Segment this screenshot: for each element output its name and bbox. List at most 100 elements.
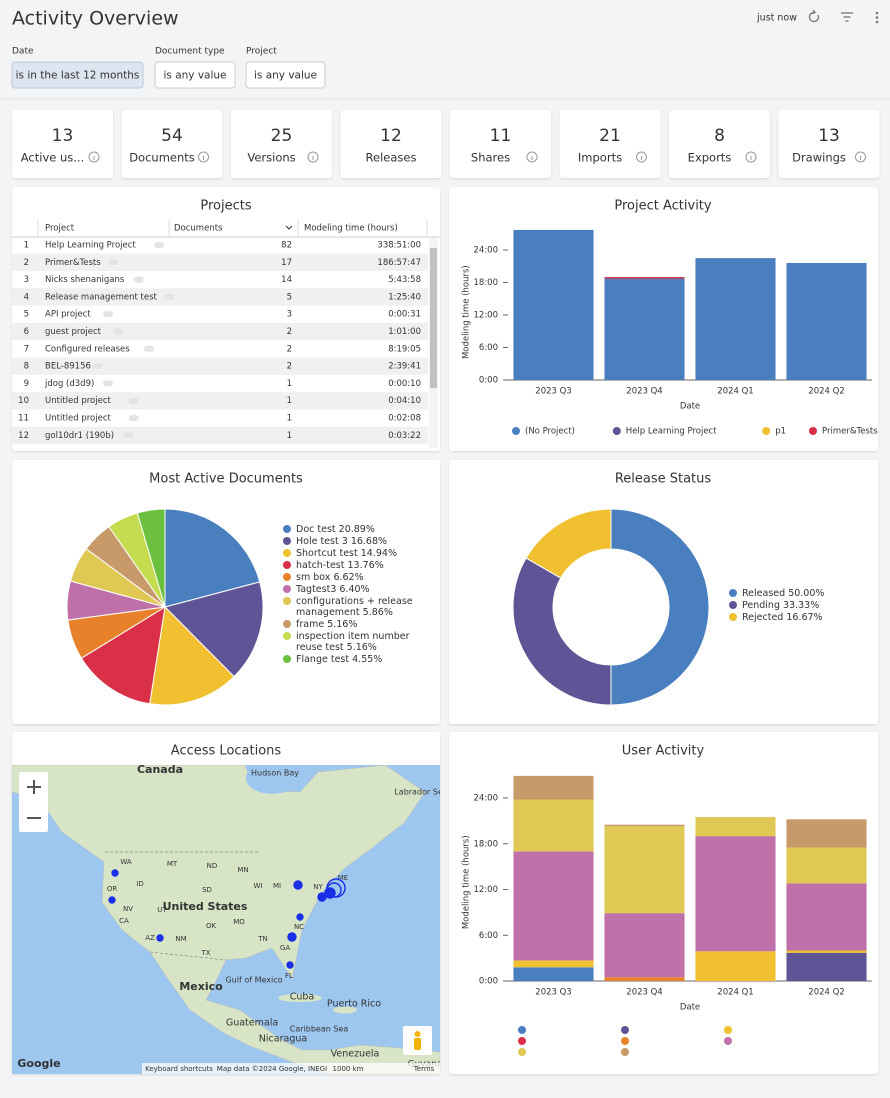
modeling-time: 0:03:22	[388, 431, 421, 441]
document-count: 5	[287, 292, 292, 302]
bar-segment	[604, 826, 685, 914]
legend-swatch[interactable]	[518, 1048, 526, 1056]
legend-value: 16.68%	[350, 536, 388, 547]
legend-label: Tagtest3	[296, 584, 337, 595]
pegman-body	[414, 1038, 421, 1050]
sort-icon[interactable]	[285, 225, 293, 230]
project-name: gol10dr1 (190b)	[45, 431, 114, 441]
more-chip[interactable]	[92, 363, 103, 370]
column-header: Project	[45, 224, 75, 234]
info-icon[interactable]	[745, 151, 757, 163]
map-label: GA	[280, 944, 290, 952]
document-count: 82	[281, 241, 292, 251]
legend-item: Pending 33.33%	[729, 600, 869, 611]
kpi-card	[778, 110, 880, 178]
map-attribution: Google	[17, 1057, 60, 1070]
more-chip[interactable]	[128, 397, 139, 404]
map-label: ME	[338, 874, 348, 882]
legend-swatch[interactable]	[621, 1048, 629, 1056]
legend-swatch	[283, 561, 291, 569]
legend-swatch	[283, 655, 291, 663]
info-icon[interactable]	[526, 151, 538, 163]
info-icon[interactable]	[88, 151, 100, 163]
legend-swatch[interactable]	[724, 1037, 732, 1045]
more-chip[interactable]	[164, 293, 175, 300]
legend-swatch	[283, 620, 291, 628]
more-chip[interactable]	[133, 276, 144, 283]
kpi-card	[340, 110, 442, 178]
map-label: Gulf of Mexico	[225, 976, 282, 985]
legend-swatch[interactable]	[621, 1026, 629, 1034]
legend-swatch[interactable]	[518, 1037, 526, 1045]
kpi-label: Releases	[366, 151, 417, 165]
legend-item: Hole test 3 16.68%	[283, 536, 423, 547]
map-label: FL	[285, 972, 293, 980]
filter-chip[interactable]	[245, 61, 326, 89]
document-count: 1	[287, 396, 292, 406]
kpi-label: Documents	[129, 151, 195, 165]
legend-swatch[interactable]	[612, 427, 621, 435]
legend-swatch	[729, 613, 737, 621]
legend-swatch[interactable]	[518, 1026, 526, 1034]
filter-value: is any value	[163, 70, 226, 82]
legend: Released 50.00%Pending 33.33%Rejected 16…	[729, 588, 869, 623]
more-chip[interactable]	[154, 242, 165, 248]
info-icon[interactable]	[198, 151, 209, 163]
map-label: Cuba	[290, 992, 315, 1003]
zoom-controls[interactable]	[19, 772, 48, 832]
legend-swatch[interactable]	[762, 427, 771, 435]
row-number: 5	[24, 310, 29, 320]
map-label: Venezuela	[331, 1049, 380, 1060]
more-chip[interactable]	[103, 311, 114, 318]
more-chip[interactable]	[123, 432, 134, 439]
more-chip[interactable]	[113, 328, 124, 335]
modeling-time: 0:04:10	[388, 396, 421, 406]
legend-swatch[interactable]	[809, 427, 817, 435]
legend-swatch[interactable]	[621, 1037, 629, 1045]
chart-title: Release Status	[615, 472, 712, 487]
project-name: guest project	[45, 327, 102, 337]
more-chip[interactable]	[103, 380, 114, 387]
zoom-in[interactable]	[27, 780, 41, 794]
scrollbar-thumb[interactable]	[430, 248, 437, 388]
legend-swatch[interactable]	[512, 427, 520, 435]
more-chip[interactable]	[143, 345, 154, 352]
more-chip[interactable]	[128, 415, 139, 421]
project-name: Primer&Tests	[45, 258, 101, 268]
refresh-button[interactable]	[808, 9, 820, 23]
legend-swatch	[729, 601, 737, 609]
legend-item: sm box 6.62%	[283, 572, 423, 583]
modeling-time: 1:01:00	[388, 327, 421, 337]
map-label: Hudson Bay	[251, 769, 299, 778]
border	[149, 951, 227, 961]
row-band	[12, 322, 428, 341]
bar-segment	[695, 951, 776, 981]
legend-item: Shortcut test 14.94%	[283, 548, 423, 559]
legend-item: Flange test 4.55%	[283, 654, 423, 665]
bar-segment	[604, 913, 685, 978]
filter-button[interactable]	[841, 12, 853, 22]
info-circle	[855, 151, 866, 163]
more-chip[interactable]	[108, 259, 119, 266]
filter-chip[interactable]	[11, 61, 144, 89]
bar-segment	[695, 836, 776, 952]
project-name: Configured releases	[45, 344, 130, 354]
document-count: 3	[287, 310, 292, 320]
info-icon[interactable]	[636, 151, 647, 163]
legend-swatch[interactable]	[724, 1026, 732, 1034]
x-tick-label: 2023 Q3	[535, 387, 571, 397]
legend-swatch	[283, 597, 291, 605]
row-number: 9	[24, 379, 29, 389]
filter-chip[interactable]	[154, 61, 236, 89]
kpi-value: 13	[818, 126, 840, 146]
attribution-bar	[142, 1063, 440, 1074]
row-band	[12, 253, 428, 271]
row-band	[12, 288, 428, 306]
x-tick-label: 2024 Q2	[808, 387, 844, 397]
info-icon[interactable]	[307, 151, 319, 163]
more-menu[interactable]	[875, 11, 879, 24]
kpi-value: 12	[380, 126, 402, 146]
info-icon[interactable]	[855, 151, 866, 163]
location-marker	[156, 934, 164, 942]
legend-swatch	[283, 549, 291, 557]
